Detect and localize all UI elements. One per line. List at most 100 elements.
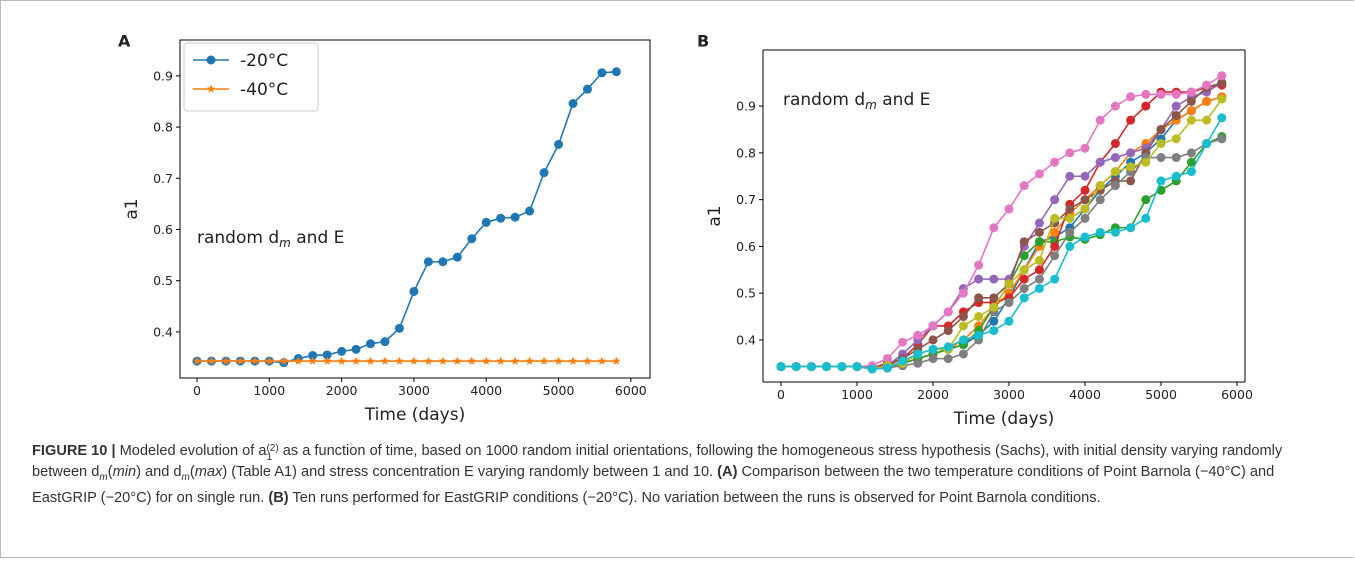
charts: A 0 1000 2000 3000 4000 5000 6000 0.4 0.5 0.6 0.7 0.… — [118, 32, 1253, 430]
marker — [989, 316, 999, 326]
caption-sub: 1 — [266, 452, 273, 463]
marker — [958, 288, 968, 298]
marker — [1065, 213, 1075, 223]
marker — [1019, 251, 1029, 261]
marker — [554, 139, 564, 149]
marker — [1110, 167, 1120, 177]
marker — [1186, 115, 1196, 125]
marker — [1186, 96, 1196, 106]
y-axis-label: a1 — [122, 198, 142, 219]
marker — [913, 349, 923, 359]
caption-sub: m — [181, 471, 190, 483]
marker — [1110, 139, 1120, 149]
y-tick-label: 0.6 — [736, 239, 756, 254]
marker — [1050, 251, 1060, 261]
marker — [322, 356, 332, 365]
marker — [1171, 89, 1181, 99]
marker — [1034, 265, 1044, 275]
marker — [568, 356, 578, 365]
marker — [913, 330, 923, 340]
marker — [597, 356, 607, 365]
marker — [510, 356, 520, 365]
marker — [1110, 227, 1120, 237]
marker — [1080, 232, 1090, 242]
caption-text: min — [112, 464, 137, 480]
series-line — [781, 117, 1223, 370]
marker — [1080, 213, 1090, 223]
caption: FIGURE 10 | Modeled evolution of a (2) 1 a… — [32, 441, 1332, 509]
marker — [974, 260, 984, 270]
marker — [1126, 115, 1136, 125]
marker — [1080, 204, 1090, 214]
marker — [1019, 283, 1029, 293]
marker — [207, 356, 216, 365]
marker — [958, 349, 968, 359]
marker — [250, 356, 260, 365]
marker — [394, 323, 404, 333]
marker — [308, 356, 317, 365]
marker — [1065, 227, 1075, 237]
marker — [1141, 101, 1151, 111]
y-tick-label: 0.4 — [153, 324, 173, 339]
marker — [989, 326, 999, 336]
marker — [1050, 227, 1060, 237]
marker — [1034, 227, 1044, 237]
caption-script: (2) 1 — [266, 444, 278, 463]
marker — [1141, 157, 1151, 167]
marker — [1202, 80, 1212, 90]
marker — [974, 330, 984, 340]
marker — [452, 252, 462, 262]
marker — [1171, 171, 1181, 181]
y-tick-label: 0.8 — [736, 145, 756, 160]
caption-text: (B) — [268, 489, 289, 506]
legend-marker — [206, 84, 216, 93]
marker — [943, 354, 953, 364]
marker — [1065, 241, 1075, 251]
marker — [510, 212, 520, 222]
marker — [539, 356, 549, 365]
marker — [882, 354, 892, 364]
marker — [1004, 316, 1014, 326]
marker — [1186, 87, 1196, 97]
marker — [1156, 139, 1166, 149]
marker — [525, 356, 534, 365]
legend-label: -20°C — [240, 51, 288, 71]
caption-text: Modeled evolution of a — [115, 443, 267, 459]
marker — [1034, 237, 1044, 247]
annotation-part: and E — [291, 228, 345, 248]
marker — [380, 337, 390, 347]
marker — [1186, 148, 1196, 158]
marker — [366, 356, 375, 365]
marker — [1141, 89, 1151, 99]
caption-label: FIGURE 10 | — [32, 443, 116, 459]
x-axis-label: Time (days) — [364, 405, 465, 425]
marker — [1171, 110, 1181, 120]
caption-text: ( — [107, 464, 113, 480]
marker — [1034, 274, 1044, 284]
marker — [1186, 106, 1196, 116]
panel-label: A — [118, 32, 131, 51]
marker — [837, 362, 847, 372]
marker — [1217, 71, 1227, 81]
y-tick-label: 0.7 — [736, 192, 756, 207]
marker — [1050, 213, 1060, 223]
marker — [568, 99, 578, 109]
marker — [1156, 89, 1166, 99]
marker — [1186, 167, 1196, 177]
marker — [525, 206, 535, 216]
marker — [1141, 195, 1151, 205]
x-tick-label: 3000 — [993, 387, 1025, 402]
marker — [867, 364, 877, 374]
marker — [928, 321, 938, 331]
marker — [409, 286, 419, 296]
marker — [958, 335, 968, 345]
plot-frame — [179, 39, 651, 379]
figure-frame — [0, 0, 1354, 558]
panel-label: B — [697, 32, 709, 51]
marker — [1080, 185, 1090, 195]
marker — [1217, 134, 1227, 144]
marker — [1095, 115, 1105, 125]
marker — [337, 346, 347, 356]
caption-text: (A) — [717, 464, 738, 480]
marker — [1217, 78, 1227, 88]
